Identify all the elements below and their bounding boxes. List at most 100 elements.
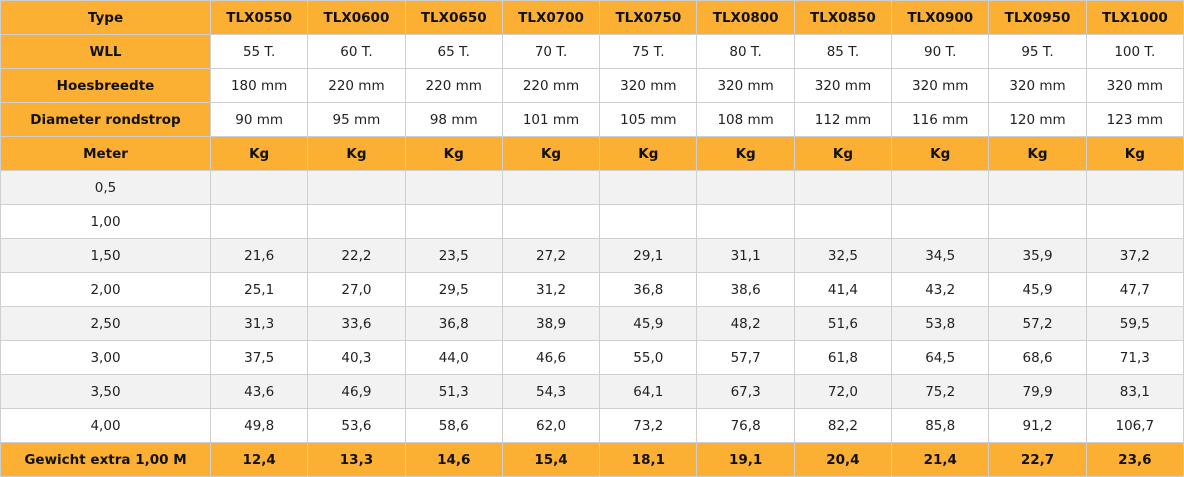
cell: 37,5	[209, 340, 309, 375]
cell: 91,2	[988, 408, 1087, 443]
cell: 15,4	[501, 442, 601, 477]
cell: TLX0550	[209, 0, 309, 35]
cell: TLX0950	[988, 0, 1087, 35]
cell: 75,2	[891, 374, 990, 409]
cell	[1085, 204, 1184, 239]
cell: 95 mm	[307, 102, 406, 137]
header-row: Type TLX0550 TLX0600 TLX0650 TLX0700 TLX0750 T…	[0, 0, 1184, 35]
cell: 100 T.	[1085, 34, 1184, 69]
cell: 45,9	[988, 272, 1087, 307]
cell: 54,3	[501, 374, 601, 409]
cell: 101 mm	[501, 102, 601, 137]
cell: Kg	[404, 136, 503, 171]
cell: 22,7	[988, 442, 1087, 477]
cell: 35,9	[988, 238, 1087, 273]
unit-row: Meter Kg Kg Kg Kg Kg Kg Kg Kg Kg Kg	[0, 136, 1184, 171]
cell: 43,6	[209, 374, 309, 409]
cell	[696, 204, 795, 239]
cell: 19,1	[696, 442, 795, 477]
data-row: 2,00 25,1 27,0 29,5 31,2 36,8 38,6 41,4 43,2 45,9…	[0, 272, 1184, 307]
cell: TLX0900	[891, 0, 990, 35]
cell: 27,2	[501, 238, 601, 273]
row-label: 1,00	[0, 204, 211, 239]
cell: 64,5	[891, 340, 990, 375]
cell: 62,0	[501, 408, 601, 443]
cell: Kg	[599, 136, 698, 171]
data-row: 3,00 37,5 40,3 44,0 46,6 55,0 57,7 61,8 64,5 68,6…	[0, 340, 1184, 375]
cell	[599, 170, 698, 205]
cell: TLX0650	[404, 0, 503, 35]
cell: Kg	[501, 136, 601, 171]
cell: 320 mm	[793, 68, 893, 103]
cell: 123 mm	[1085, 102, 1184, 137]
cell: 320 mm	[988, 68, 1087, 103]
cell: 25,1	[209, 272, 309, 307]
cell: 38,9	[501, 306, 601, 341]
footer-row: Gewicht extra 1,00 M 12,4 13,3 14,6 15,4 18,1…	[0, 442, 1184, 477]
cell: 95 T.	[988, 34, 1087, 69]
cell: 85 T.	[793, 34, 893, 69]
row-label: 3,50	[0, 374, 211, 409]
cell	[1085, 170, 1184, 205]
cell: 64,1	[599, 374, 698, 409]
cell: 46,6	[501, 340, 601, 375]
cell: 36,8	[404, 306, 503, 341]
cell: 76,8	[696, 408, 795, 443]
cell: 31,3	[209, 306, 309, 341]
cell: TLX0600	[307, 0, 406, 35]
cell: 33,6	[307, 306, 406, 341]
row-label: 2,50	[0, 306, 211, 341]
data-row: 1,50 21,6 22,2 23,5 27,2 29,1 31,1 32,5 34,5 35,9…	[0, 238, 1184, 273]
cell: 43,2	[891, 272, 990, 307]
cell: 34,5	[891, 238, 990, 273]
cell: 55 T.	[209, 34, 309, 69]
cell	[501, 170, 601, 205]
cell: 112 mm	[793, 102, 893, 137]
cell: 13,3	[307, 442, 406, 477]
spec-row: Hoesbreedte 180 mm 220 mm 220 mm 220 mm 320 m…	[0, 68, 1184, 103]
cell: 49,8	[209, 408, 309, 443]
cell	[988, 170, 1087, 205]
cell: 60 T.	[307, 34, 406, 69]
cell: 105 mm	[599, 102, 698, 137]
cell: 70 T.	[501, 34, 601, 69]
cell: 83,1	[1085, 374, 1184, 409]
cell: 40,3	[307, 340, 406, 375]
cell: 22,2	[307, 238, 406, 273]
cell: 21,6	[209, 238, 309, 273]
row-label: WLL	[0, 34, 211, 69]
cell: Kg	[696, 136, 795, 171]
row-label: 3,00	[0, 340, 211, 375]
spec-row: Diameter rondstrop 90 mm 95 mm 98 mm 101 mm 1…	[0, 102, 1184, 137]
cell: 90 mm	[209, 102, 309, 137]
cell: 85,8	[891, 408, 990, 443]
cell: 120 mm	[988, 102, 1087, 137]
cell: 27,0	[307, 272, 406, 307]
cell: 31,1	[696, 238, 795, 273]
cell: 59,5	[1085, 306, 1184, 341]
cell: 14,6	[404, 442, 503, 477]
row-label: 1,50	[0, 238, 211, 273]
row-label: 0,5	[0, 170, 211, 205]
cell	[404, 170, 503, 205]
cell: 20,4	[793, 442, 893, 477]
cell: Kg	[1085, 136, 1184, 171]
data-row: 4,00 49,8 53,6 58,6 62,0 73,2 76,8 82,2 85,8 91,2…	[0, 408, 1184, 443]
data-row: 0,5	[0, 170, 1184, 205]
cell: 21,4	[891, 442, 990, 477]
cell: 116 mm	[891, 102, 990, 137]
cell: 12,4	[209, 442, 309, 477]
cell: 36,8	[599, 272, 698, 307]
cell	[209, 204, 309, 239]
data-row: 1,00	[0, 204, 1184, 239]
cell: 45,9	[599, 306, 698, 341]
cell: 44,0	[404, 340, 503, 375]
cell	[599, 204, 698, 239]
row-label: Gewicht extra 1,00 M	[0, 442, 211, 477]
cell	[501, 204, 601, 239]
cell: 46,9	[307, 374, 406, 409]
cell: 37,2	[1085, 238, 1184, 273]
cell	[793, 170, 893, 205]
